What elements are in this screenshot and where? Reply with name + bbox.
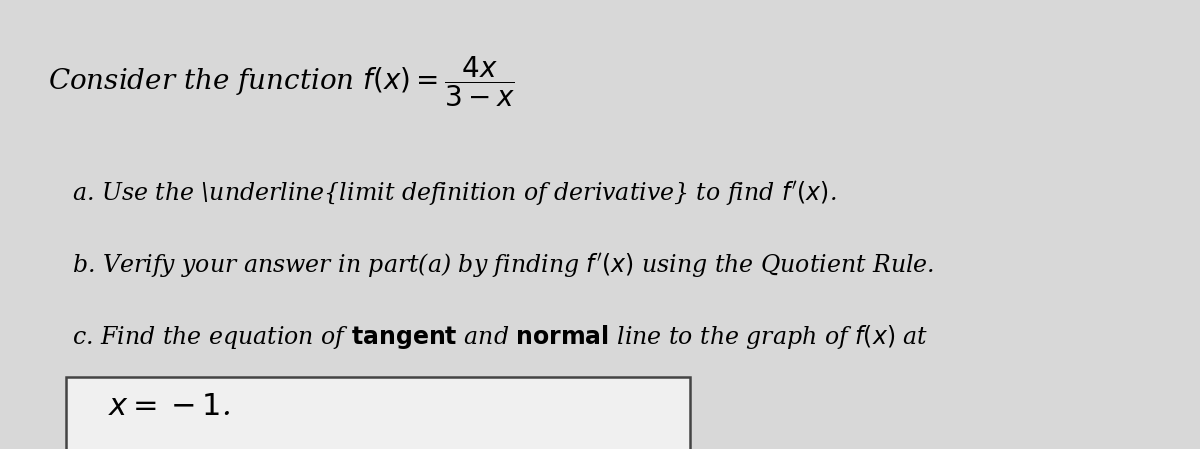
Text: Consider the function $f(x) = \dfrac{4x}{3 - x}$: Consider the function $f(x) = \dfrac{4x}…: [48, 54, 515, 109]
Text: b. Verify your answer in part(a) by finding $f'(x)$ using the Quotient Rule.: b. Verify your answer in part(a) by find…: [72, 251, 935, 280]
FancyBboxPatch shape: [66, 377, 690, 449]
Text: $x = -1$.: $x = -1$.: [108, 391, 230, 422]
Text: c. Find the equation of $\mathbf{tangent}$ and $\mathbf{normal}$ line to the gra: c. Find the equation of $\mathbf{tangent…: [72, 323, 929, 351]
Text: a. Use the \underline{limit definition of derivative} to find $f'(x)$.: a. Use the \underline{limit definition o…: [72, 180, 836, 208]
